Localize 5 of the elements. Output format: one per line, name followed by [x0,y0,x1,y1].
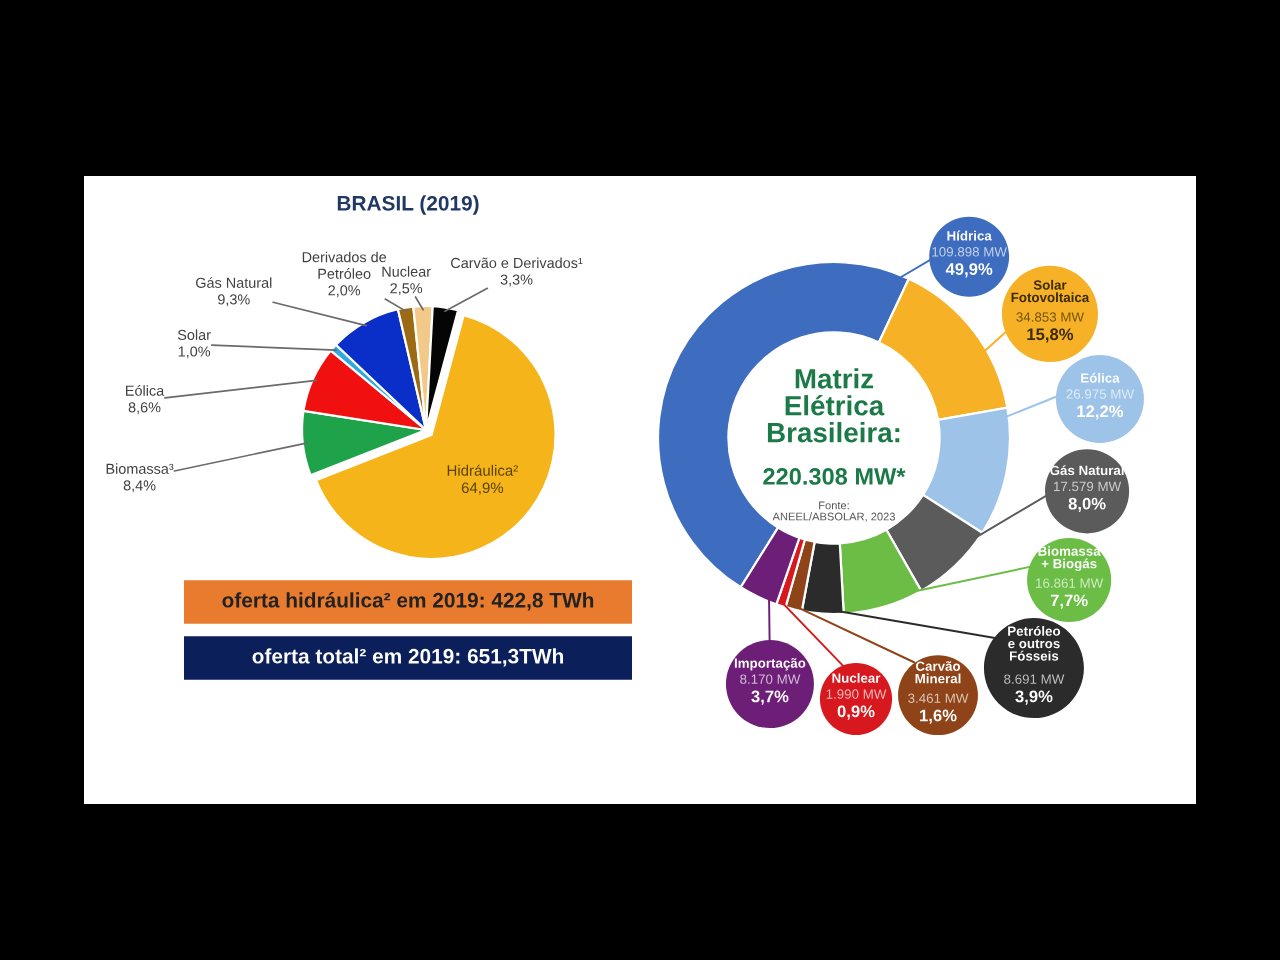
text: 220.308 MW* [763,468,906,485]
text: Matriz Elétrica Brasileira: [767,368,900,443]
chart-title: BRASIL (2019) [337,195,479,215]
text: oferta total² em 2019: 651,3TWh [252,648,564,667]
text: oferta hidráulica² em 2019: 422,8 TWh [222,592,594,611]
